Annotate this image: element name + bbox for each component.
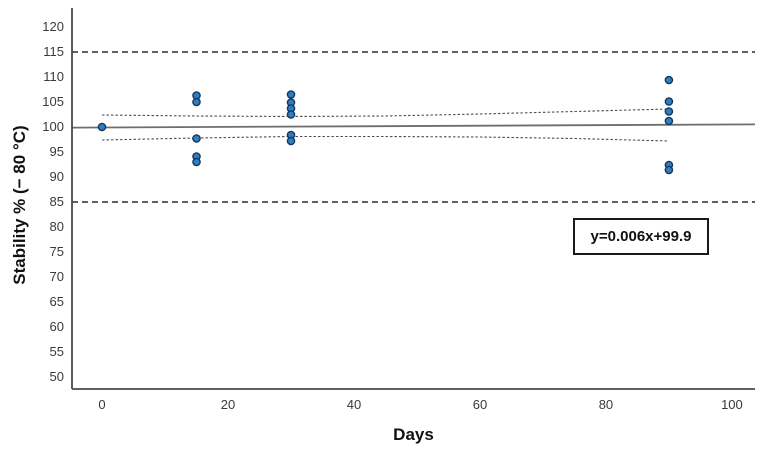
x-tick-label: 80 — [598, 397, 614, 412]
data-point — [664, 97, 674, 106]
x-tick-label: 40 — [346, 397, 362, 412]
y-tick-label: 65 — [49, 294, 64, 309]
y-tick-label: 110 — [43, 69, 64, 84]
y-tick-label: 120 — [42, 19, 64, 34]
regression-equation-label: y=0.006x+99.9 — [573, 218, 709, 255]
y-tick-label: 55 — [49, 344, 64, 359]
y-tick-label: 70 — [49, 269, 64, 284]
y-tick-label: 50 — [49, 369, 64, 384]
regression-line — [71, 123, 756, 129]
data-point — [286, 110, 296, 119]
data-point — [664, 107, 674, 116]
data-point — [286, 136, 296, 146]
ci-lower-line — [101, 135, 669, 142]
y-tick-label: 80 — [49, 219, 64, 234]
data-point — [664, 165, 674, 175]
x-axis-title: Days — [393, 425, 434, 444]
x-tick-label: 20 — [220, 397, 236, 412]
y-tick-label: 75 — [49, 244, 64, 259]
y-tick-label: 85 — [49, 194, 64, 209]
data-point — [664, 116, 674, 126]
y-tick-label: 115 — [43, 44, 64, 59]
ci-upper-line — [101, 108, 669, 118]
y-tick-label: 60 — [49, 319, 64, 334]
y-tick-label: 100 — [42, 119, 64, 134]
data-point — [664, 75, 674, 85]
data-point — [286, 90, 296, 99]
data-point — [192, 134, 201, 143]
x-tick-label: 0 — [98, 397, 106, 412]
x-tick-label: 60 — [472, 397, 488, 412]
data-point — [97, 122, 107, 132]
data-point — [192, 97, 201, 107]
y-tick-label: 90 — [49, 169, 64, 184]
y-tick-label: 95 — [49, 144, 64, 159]
data-point — [192, 157, 201, 167]
y-axis-title: Stability % (− 80 °C) — [10, 125, 29, 285]
x-tick-label: 100 — [721, 397, 743, 412]
y-tick-label: 105 — [42, 94, 64, 109]
